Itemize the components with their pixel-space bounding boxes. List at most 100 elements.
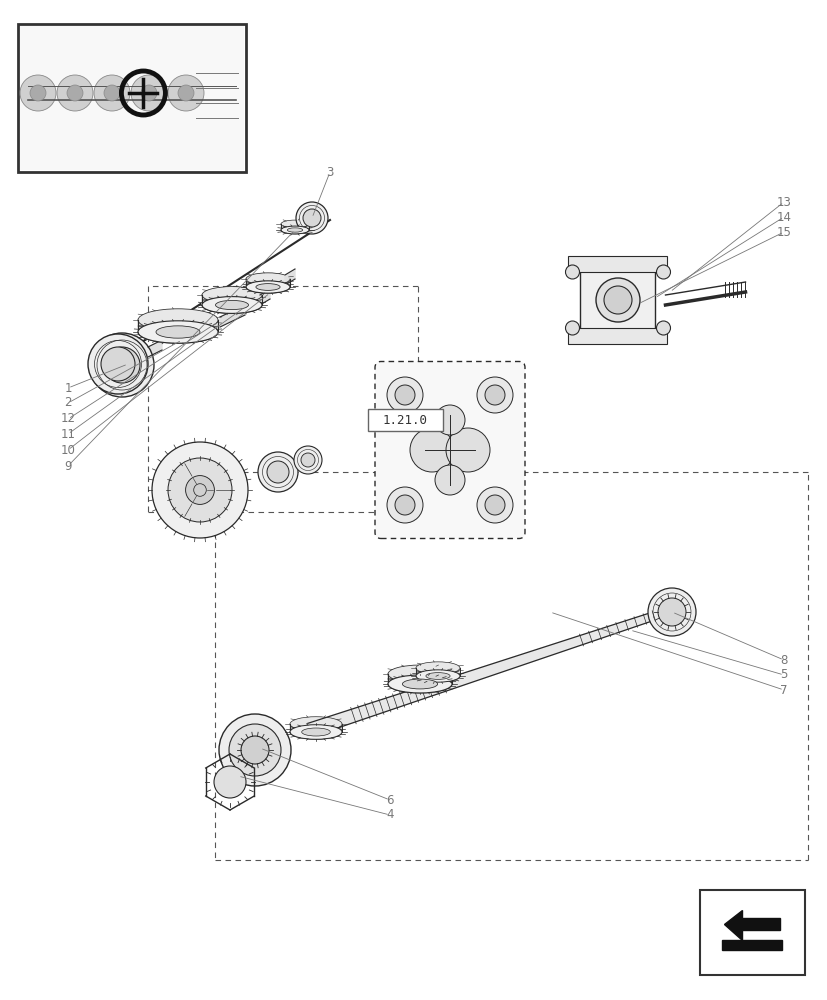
Polygon shape bbox=[415, 668, 460, 682]
Circle shape bbox=[178, 85, 194, 101]
Circle shape bbox=[446, 428, 490, 472]
Circle shape bbox=[394, 495, 414, 515]
Circle shape bbox=[565, 321, 579, 335]
Polygon shape bbox=[388, 674, 452, 693]
Circle shape bbox=[170, 460, 230, 520]
Ellipse shape bbox=[280, 226, 308, 234]
Ellipse shape bbox=[289, 717, 342, 731]
Ellipse shape bbox=[215, 300, 248, 310]
Circle shape bbox=[648, 588, 696, 636]
Circle shape bbox=[101, 347, 135, 381]
Text: 10: 10 bbox=[60, 444, 75, 456]
Text: 5: 5 bbox=[779, 668, 786, 682]
Circle shape bbox=[476, 487, 513, 523]
Circle shape bbox=[194, 484, 206, 496]
Circle shape bbox=[186, 476, 213, 504]
Circle shape bbox=[603, 286, 631, 314]
Circle shape bbox=[595, 278, 639, 322]
Text: 13: 13 bbox=[776, 196, 791, 209]
Circle shape bbox=[90, 333, 154, 397]
Circle shape bbox=[476, 377, 513, 413]
Ellipse shape bbox=[280, 220, 308, 228]
Circle shape bbox=[386, 487, 423, 523]
Circle shape bbox=[485, 385, 504, 405]
Circle shape bbox=[30, 85, 46, 101]
Ellipse shape bbox=[402, 679, 437, 689]
Bar bbox=[568, 328, 667, 344]
Ellipse shape bbox=[138, 321, 218, 343]
Circle shape bbox=[657, 598, 686, 626]
Circle shape bbox=[229, 724, 280, 776]
Polygon shape bbox=[246, 279, 289, 293]
Circle shape bbox=[67, 85, 83, 101]
Polygon shape bbox=[280, 224, 308, 234]
Text: 15: 15 bbox=[776, 226, 791, 239]
Circle shape bbox=[152, 442, 248, 538]
Circle shape bbox=[218, 714, 290, 786]
Text: 1: 1 bbox=[65, 381, 72, 394]
Circle shape bbox=[258, 452, 298, 492]
Text: 1.21.0: 1.21.0 bbox=[383, 414, 428, 426]
Polygon shape bbox=[260, 289, 270, 305]
Ellipse shape bbox=[155, 326, 200, 338]
Text: 6: 6 bbox=[385, 793, 394, 806]
Polygon shape bbox=[722, 940, 782, 950]
Ellipse shape bbox=[425, 673, 450, 679]
Polygon shape bbox=[284, 269, 294, 285]
Circle shape bbox=[241, 736, 269, 764]
Circle shape bbox=[266, 461, 289, 483]
Polygon shape bbox=[289, 724, 342, 739]
Polygon shape bbox=[148, 340, 162, 357]
Circle shape bbox=[434, 405, 465, 435]
Bar bbox=[568, 256, 667, 272]
FancyBboxPatch shape bbox=[375, 361, 524, 538]
Text: 3: 3 bbox=[326, 166, 333, 179]
Circle shape bbox=[301, 453, 314, 467]
Circle shape bbox=[104, 85, 120, 101]
Text: 8: 8 bbox=[779, 654, 786, 666]
Ellipse shape bbox=[289, 725, 342, 739]
Text: 12: 12 bbox=[60, 412, 75, 426]
Circle shape bbox=[386, 377, 423, 413]
Bar bbox=[699, 890, 804, 975]
Ellipse shape bbox=[301, 728, 330, 736]
Polygon shape bbox=[308, 606, 672, 737]
Text: 7: 7 bbox=[779, 684, 786, 696]
Circle shape bbox=[141, 85, 157, 101]
Ellipse shape bbox=[287, 228, 303, 232]
Polygon shape bbox=[220, 305, 245, 327]
Circle shape bbox=[20, 75, 56, 111]
Text: 14: 14 bbox=[776, 211, 791, 224]
Circle shape bbox=[565, 265, 579, 279]
Circle shape bbox=[394, 385, 414, 405]
Ellipse shape bbox=[202, 297, 261, 313]
Ellipse shape bbox=[388, 675, 452, 693]
Circle shape bbox=[656, 265, 670, 279]
Circle shape bbox=[104, 347, 140, 383]
Text: 2: 2 bbox=[65, 396, 72, 410]
Ellipse shape bbox=[256, 284, 280, 290]
Circle shape bbox=[213, 766, 246, 798]
Bar bbox=[367, 409, 442, 431]
Bar bbox=[580, 264, 655, 336]
Ellipse shape bbox=[415, 670, 460, 682]
Polygon shape bbox=[724, 910, 780, 940]
Circle shape bbox=[88, 334, 148, 394]
Circle shape bbox=[409, 428, 453, 472]
Polygon shape bbox=[202, 295, 261, 313]
Circle shape bbox=[168, 75, 203, 111]
Polygon shape bbox=[138, 320, 218, 343]
Ellipse shape bbox=[415, 662, 460, 674]
Circle shape bbox=[295, 202, 327, 234]
Circle shape bbox=[168, 458, 232, 522]
Circle shape bbox=[131, 75, 167, 111]
Text: 11: 11 bbox=[60, 428, 75, 440]
Ellipse shape bbox=[246, 281, 289, 293]
Ellipse shape bbox=[202, 287, 261, 303]
Circle shape bbox=[294, 446, 322, 474]
Ellipse shape bbox=[138, 309, 218, 331]
Bar bbox=[18, 24, 246, 172]
Circle shape bbox=[485, 495, 504, 515]
Circle shape bbox=[434, 465, 465, 495]
Text: 9: 9 bbox=[65, 460, 72, 473]
